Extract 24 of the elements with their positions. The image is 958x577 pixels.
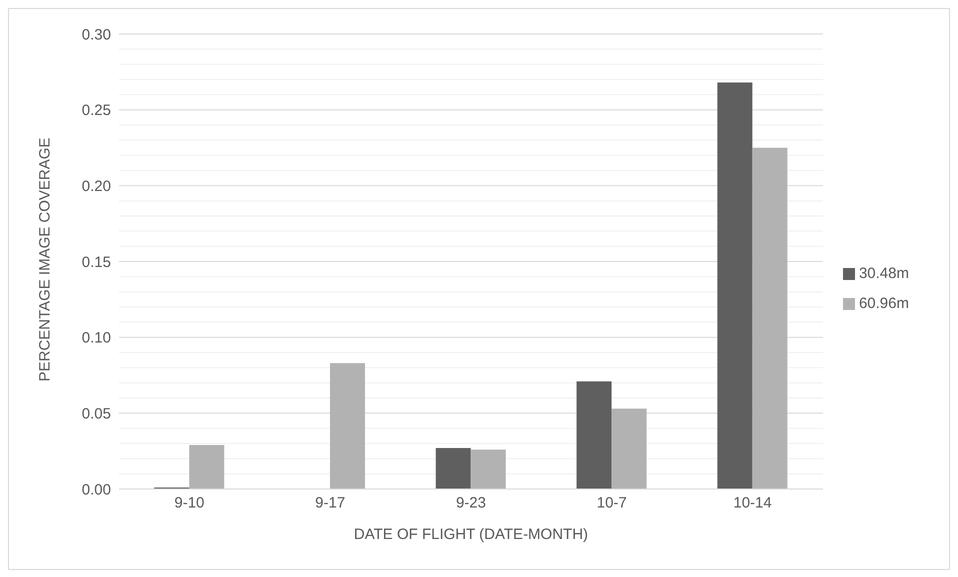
y-tick-label: 0.05 bbox=[82, 405, 111, 422]
legend-label: 60.96m bbox=[858, 295, 909, 312]
y-tick-label: 0.00 bbox=[82, 481, 111, 498]
bar bbox=[752, 148, 788, 489]
y-tick-label: 0.15 bbox=[82, 254, 111, 271]
y-tick-label: 0.25 bbox=[82, 102, 111, 120]
x-tick-label: 9-23 bbox=[456, 494, 486, 512]
x-tick-label: 10-14 bbox=[733, 494, 772, 512]
y-axis-title: PERCENTAGE IMAGE COVERAGE bbox=[36, 138, 54, 382]
x-tick-label: 9-17 bbox=[315, 494, 346, 512]
bar bbox=[436, 448, 471, 489]
bar bbox=[576, 381, 612, 489]
y-tick-label: 0.10 bbox=[82, 330, 111, 347]
y-tick-label: 0.30 bbox=[82, 26, 111, 44]
legend-label: 30.48m bbox=[858, 265, 909, 282]
bar bbox=[330, 363, 365, 489]
bar bbox=[470, 450, 506, 489]
bar bbox=[612, 408, 647, 489]
x-tick-label: 10-7 bbox=[596, 494, 627, 512]
y-tick-label: 0.20 bbox=[82, 178, 111, 195]
x-axis-title: DATE OF FLIGHT (DATE-MONTH) bbox=[354, 526, 588, 543]
bar bbox=[717, 82, 752, 489]
bar bbox=[189, 445, 224, 489]
x-tick-label: 9-10 bbox=[174, 494, 204, 512]
